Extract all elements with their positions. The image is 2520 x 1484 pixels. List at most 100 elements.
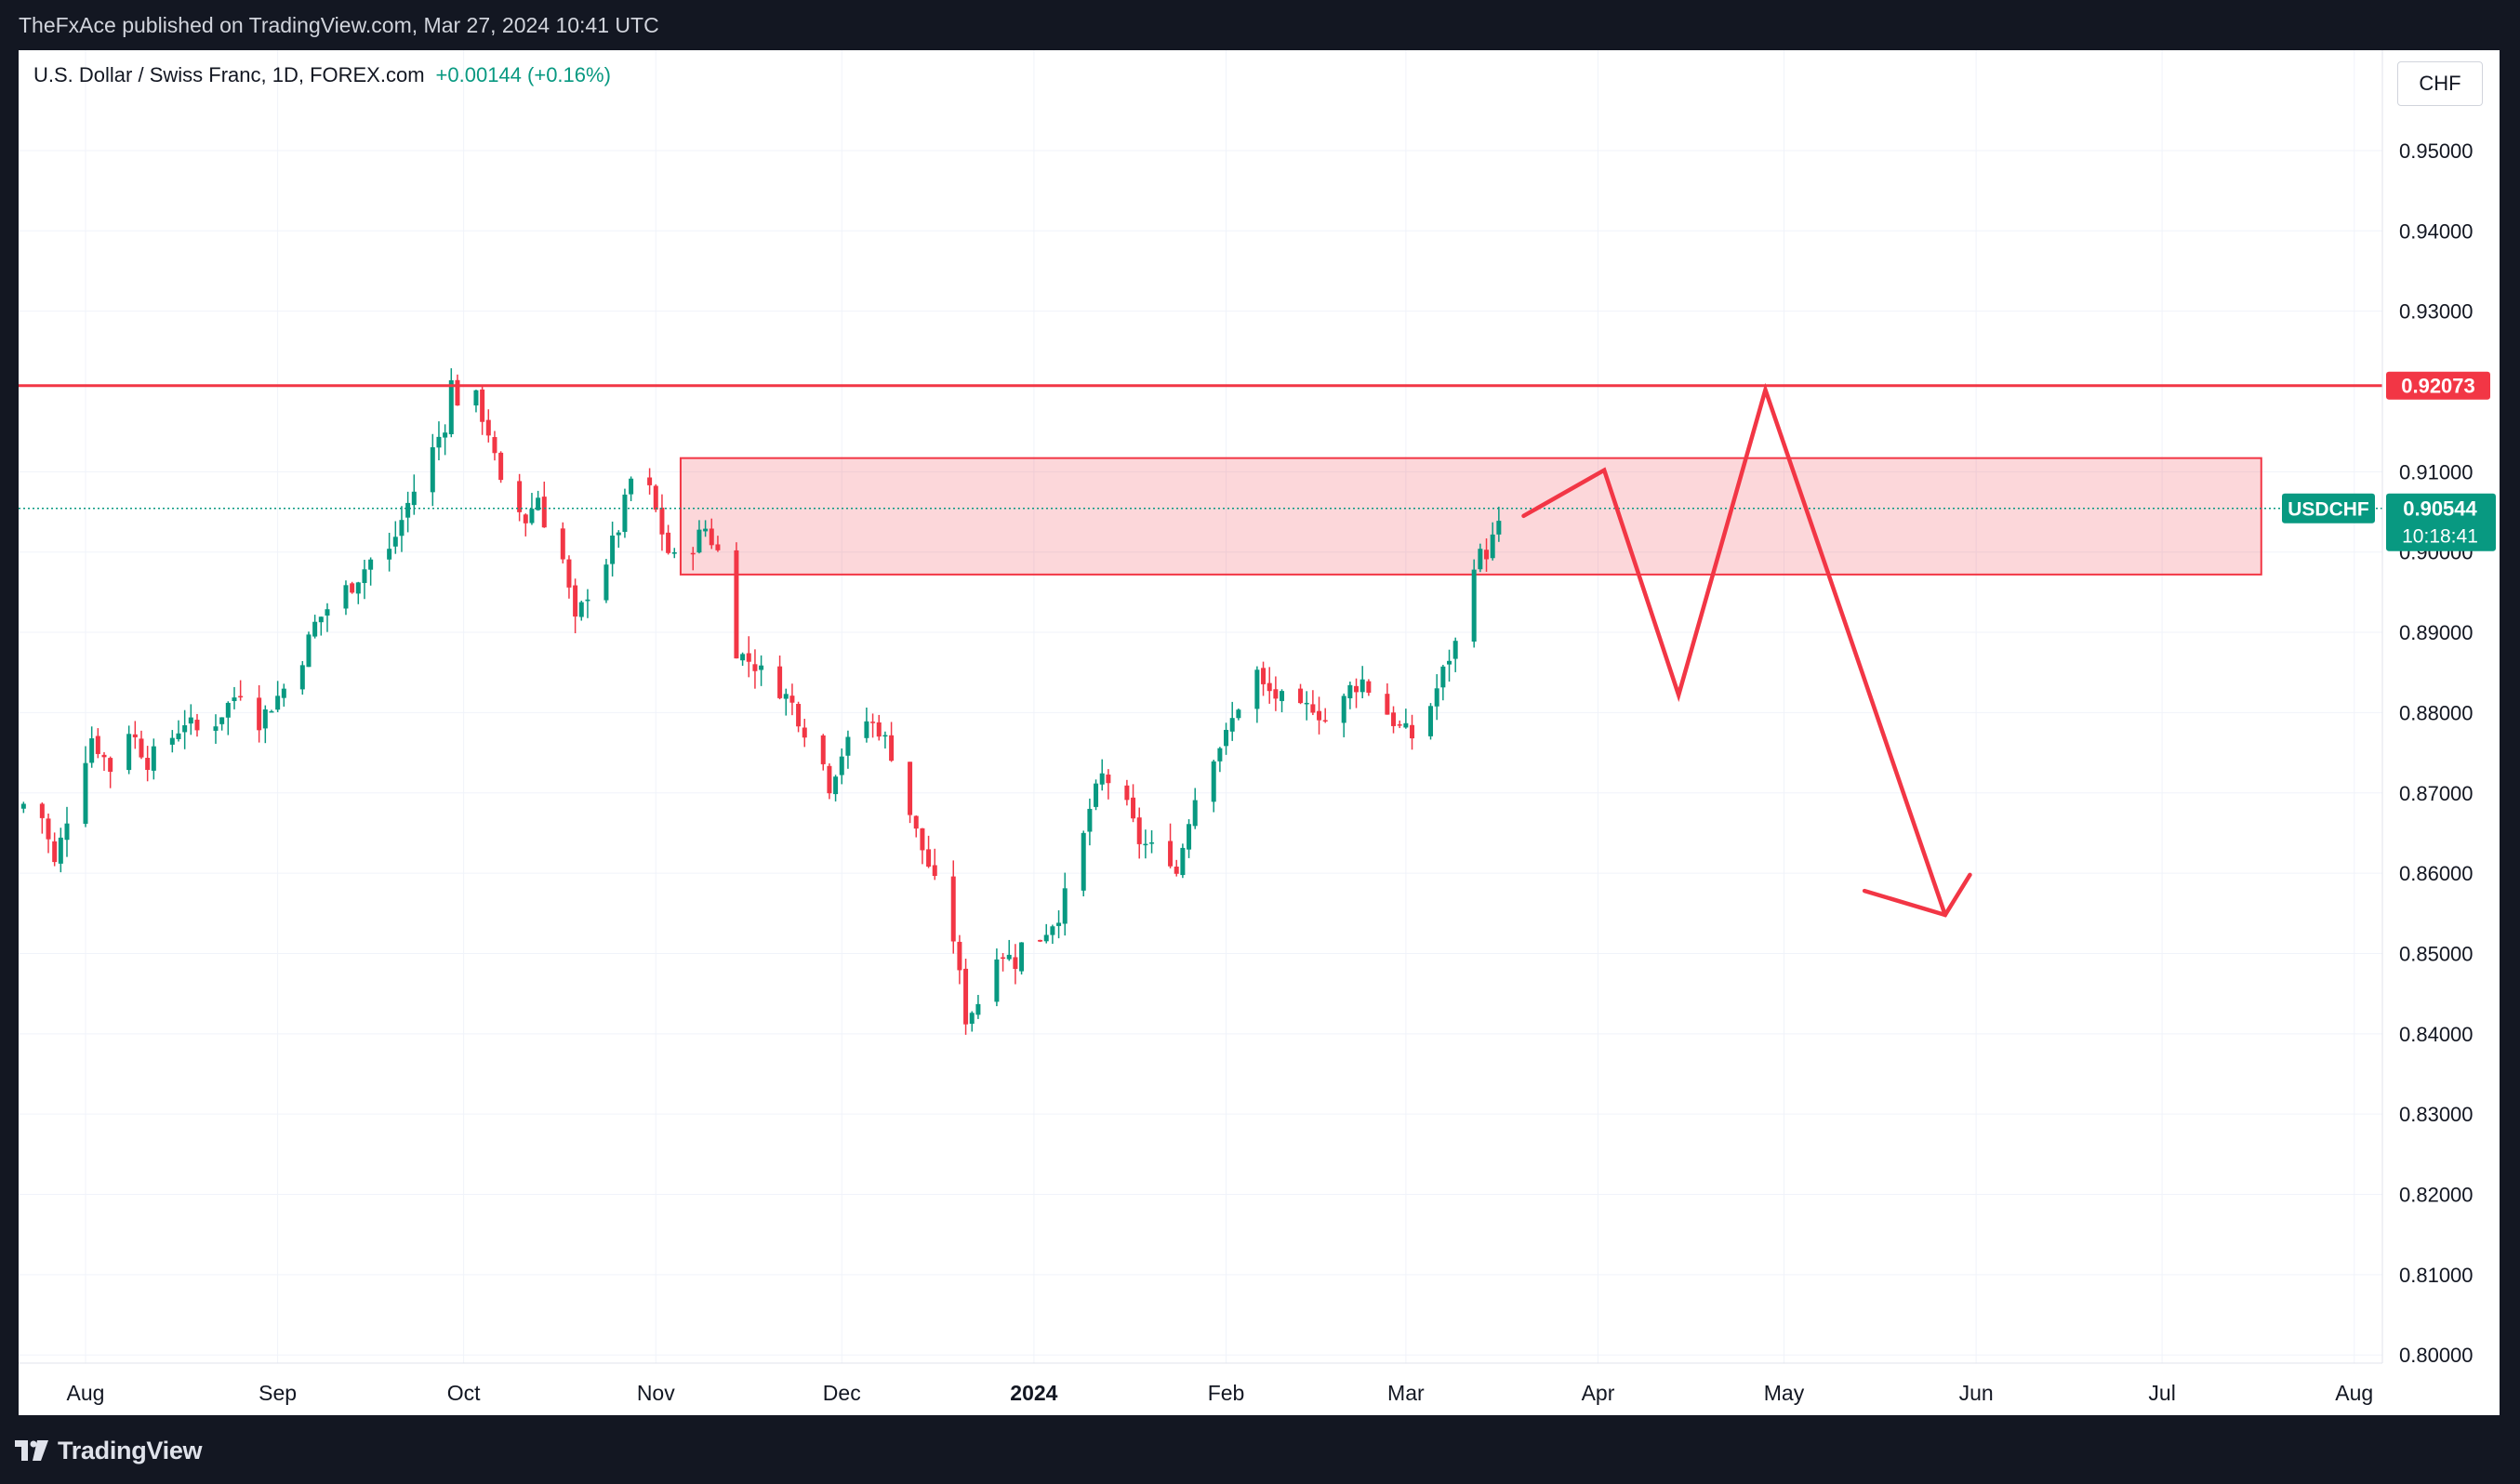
candle-up[interactable] [58,837,63,864]
candle-down[interactable] [1001,957,1006,960]
candle-up[interactable] [759,665,764,670]
candle-up[interactable] [232,697,237,701]
candle-down[interactable] [238,696,244,698]
candle-up[interactable] [740,654,746,661]
candle-up[interactable] [188,717,193,724]
candle-up[interactable] [411,491,417,506]
candle-down[interactable] [560,528,565,560]
candle-down[interactable] [541,497,547,528]
candle-up[interactable] [1211,761,1216,802]
candle-down[interactable] [666,532,671,553]
candle-down[interactable] [194,720,200,731]
supply-zone-rect[interactable] [679,457,2262,576]
candle-up[interactable] [1304,702,1309,705]
candle-up[interactable] [1192,800,1198,827]
symbol-legend[interactable]: U.S. Dollar / Swiss Franc, 1D, FOREX.com… [33,63,611,87]
candle-down[interactable] [1124,785,1130,801]
candle-up[interactable] [399,520,405,537]
candle-down[interactable] [1168,841,1174,867]
candle-up[interactable] [1019,942,1025,972]
candle-down[interactable] [1267,682,1272,692]
price-chart[interactable]: 0.950000.940000.930000.910000.900000.890… [19,50,2500,1415]
candle-up[interactable] [1478,549,1483,570]
candle-up[interactable] [1236,709,1241,719]
candle-down[interactable] [566,559,572,588]
candle-down[interactable] [647,477,653,485]
candle-up[interactable] [176,733,181,740]
candle-down[interactable] [789,696,795,703]
candle-down[interactable] [1310,704,1316,713]
candle-up[interactable] [783,694,789,699]
candle-down[interactable] [39,803,45,818]
candle-up[interactable] [213,726,219,731]
candle-up[interactable] [169,737,175,745]
candle-up[interactable] [1490,534,1495,559]
projection-drawing[interactable] [1521,382,1972,918]
candle-up[interactable] [262,709,268,729]
candle-up[interactable] [225,702,231,718]
candle-down[interactable] [690,552,696,555]
candle-down[interactable] [1106,775,1111,784]
candle-up[interactable] [281,688,286,698]
candle-down[interactable] [108,758,113,773]
candle-down[interactable] [1038,939,1043,942]
candle-up[interactable] [1280,691,1285,701]
candle-up[interactable] [1043,934,1049,942]
candle-up[interactable] [1087,808,1093,832]
candle-down[interactable] [101,754,107,758]
candle-down[interactable] [46,818,51,840]
candle-up[interactable] [671,551,677,554]
candle-up[interactable] [864,721,869,738]
candle-up[interactable] [1094,783,1099,807]
candle-down[interactable] [1385,694,1390,715]
candle-down[interactable] [480,389,485,422]
candle-up[interactable] [585,599,590,602]
candle-down[interactable] [1273,689,1279,699]
candle-up[interactable] [1447,660,1452,665]
candle-up[interactable] [1229,718,1235,732]
candle-up[interactable] [975,1003,981,1015]
candle-down[interactable] [145,758,151,770]
candle-down[interactable] [653,485,658,510]
candle-up[interactable] [355,582,361,594]
candle-down[interactable] [926,849,932,868]
candle-up[interactable] [969,1013,975,1025]
candle-up[interactable] [362,569,367,584]
price-levels[interactable] [19,384,2382,510]
candle-up[interactable] [1434,688,1439,707]
candle-up[interactable] [430,447,435,493]
candle-down[interactable] [1366,681,1372,693]
candle-down[interactable] [1261,668,1267,684]
candle-up[interactable] [126,734,132,771]
candle-down[interactable] [746,653,751,662]
candle-down[interactable] [1397,723,1402,726]
candle-up[interactable] [839,756,844,775]
candle-up[interactable] [1062,888,1068,924]
candle-up[interactable] [1440,666,1446,688]
candle-down[interactable] [876,722,882,737]
candle-down[interactable] [715,544,721,550]
candle-up[interactable] [1099,773,1105,785]
candle-up[interactable] [1081,832,1086,891]
candle-down[interactable] [957,941,962,971]
candle-down[interactable] [1174,867,1179,874]
candle-up[interactable] [443,432,448,438]
candle-down[interactable] [492,437,497,454]
candle-up[interactable] [1056,922,1062,926]
candle-up[interactable] [833,776,839,795]
candle-down[interactable] [95,735,100,754]
candle-up[interactable] [703,528,709,532]
candle-down[interactable] [498,452,504,481]
candle-up[interactable] [629,478,634,495]
candle-down[interactable] [1322,720,1328,722]
chart-panel[interactable]: 0.95000 0.94000 0.93000 0.91000 0.90000 0.890… [19,50,2500,1415]
candle-down[interactable] [1136,817,1142,844]
candle-up[interactable] [182,725,188,733]
candle-up[interactable] [845,736,851,756]
candle-up[interactable] [1217,748,1223,762]
candle-up[interactable] [1359,679,1365,693]
candle-up[interactable] [269,710,274,713]
candle-down[interactable] [963,968,969,1025]
tradingview-logo[interactable]: TradingView [15,1434,203,1467]
candle-down[interactable] [870,722,876,723]
